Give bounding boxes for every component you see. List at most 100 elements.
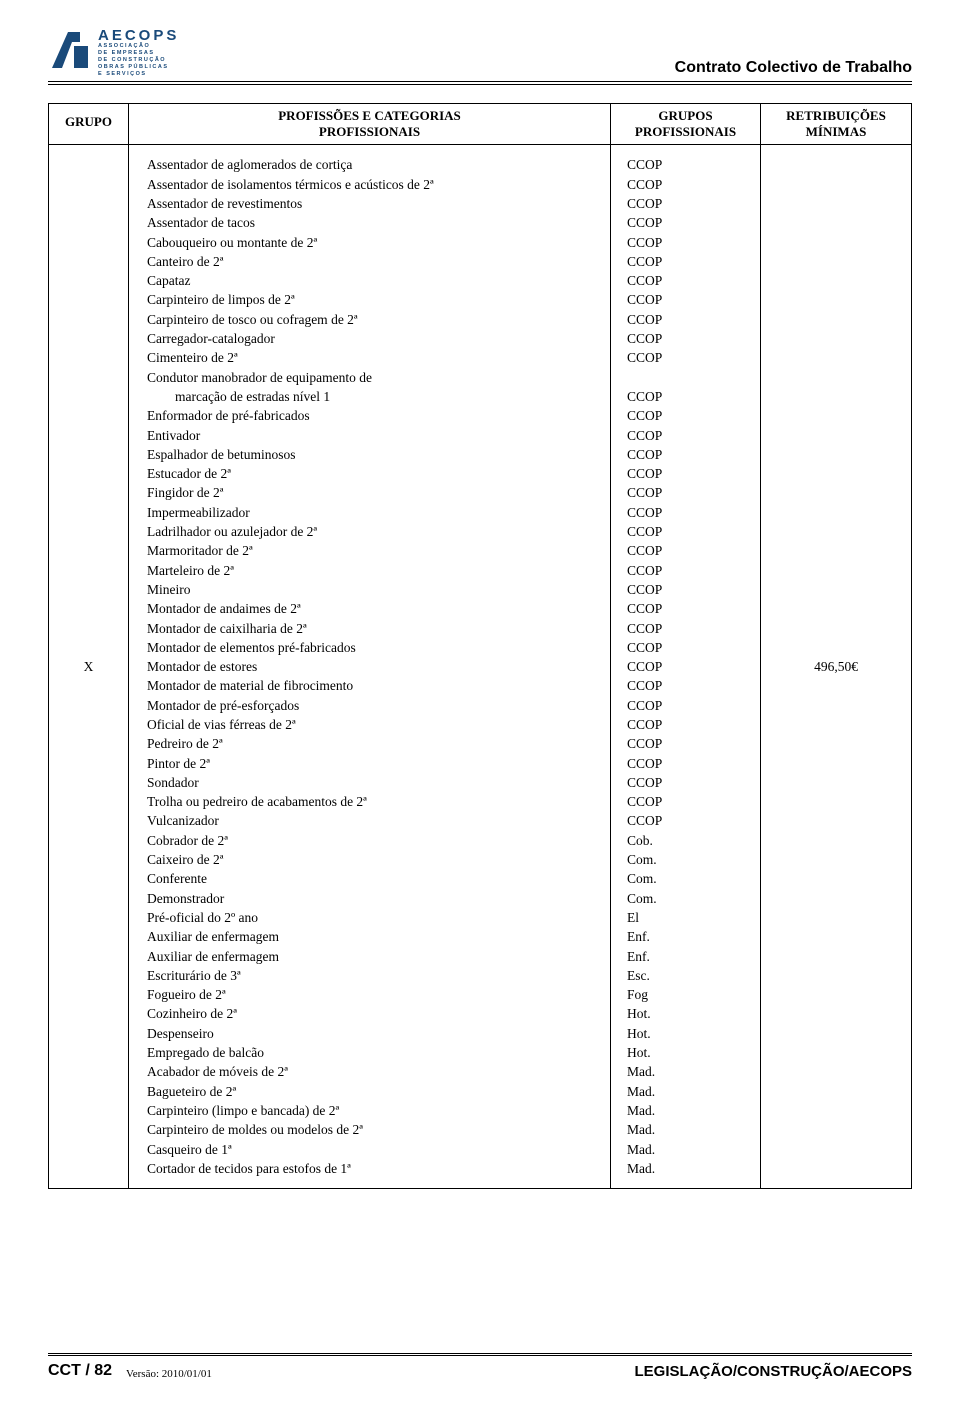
professional-group: Hot.	[627, 1004, 651, 1023]
professional-group: CCOP	[627, 329, 662, 348]
professional-group: CCOP	[627, 387, 662, 406]
table-row: CCOP	[627, 599, 754, 618]
table-row: CCOP	[627, 580, 754, 599]
table-row: Carpinteiro de tosco ou cofragem de 2ª	[147, 310, 604, 329]
professional-group: CCOP	[627, 715, 662, 734]
table-row: Mineiro	[147, 580, 604, 599]
table-row: CCOP	[627, 792, 754, 811]
table-row: Canteiro de 2ª	[147, 252, 604, 271]
professional-group: Hot.	[627, 1043, 651, 1062]
table-row: CCOP	[627, 715, 754, 734]
professional-group: CCOP	[627, 213, 662, 232]
professional-group: Hot.	[627, 1024, 651, 1043]
table-row: CCOP	[627, 483, 754, 502]
table-row: CCOP	[627, 406, 754, 425]
profession-name: Montador de pré-esforçados	[147, 696, 604, 715]
table-row: CCOP	[627, 773, 754, 792]
table-row: Mad.	[627, 1120, 754, 1139]
profession-name: Acabador de móveis de 2ª	[147, 1062, 604, 1081]
table-row: Mad.	[627, 1140, 754, 1159]
logo-sub-4: E SERVIÇOS	[98, 71, 179, 78]
profession-name: Escriturário de 3ª	[147, 966, 604, 985]
table-row: Hot.	[627, 1004, 754, 1023]
profession-name: Montador de elementos pré-fabricados	[147, 638, 604, 657]
professional-group: CCOP	[627, 638, 662, 657]
table-row: Carpinteiro de limpos de 2ª	[147, 290, 604, 309]
profession-name: Caixeiro de 2ª	[147, 850, 604, 869]
logo-sub-1: DE EMPRESAS	[98, 50, 179, 57]
table-row: CCOP	[627, 175, 754, 194]
grupos-prof-cell: CCOPCCOPCCOPCCOPCCOPCCOPCCOPCCOPCCOPCCOP…	[611, 145, 761, 1188]
table-row: CCOP	[627, 194, 754, 213]
professional-group: CCOP	[627, 464, 662, 483]
profession-name: Assentador de aglomerados de cortiça	[147, 155, 604, 174]
table-row: Montador de andaimes de 2ª	[147, 599, 604, 618]
retribuicao-cell: 496,50€	[761, 145, 911, 1188]
footer-right-text: LEGISLAÇÃO/CONSTRUÇÃO/AECOPS	[634, 1363, 912, 1380]
profession-name: Mineiro	[147, 580, 604, 599]
page-header: AECOPS ASSOCIAÇÃO DE EMPRESAS DE CONSTRU…	[48, 28, 912, 82]
professional-group: CCOP	[627, 619, 662, 638]
col-header-retr-l1: RETRIBUIÇÕES	[786, 108, 886, 123]
professional-group: Enf.	[627, 947, 650, 966]
professional-group: CCOP	[627, 541, 662, 560]
table-row: Cob.	[627, 831, 754, 850]
professional-group: Mad.	[627, 1101, 655, 1120]
footer-page-ref: CCT / 82	[48, 1362, 112, 1380]
table-row: CCOP	[627, 754, 754, 773]
table-row: Sondador	[147, 773, 604, 792]
col-header-prof-l2: PROFISSIONAIS	[319, 124, 420, 139]
table-row: CCOP	[627, 310, 754, 329]
professional-group: Enf.	[627, 927, 650, 946]
profession-name: Capataz	[147, 271, 604, 290]
profession-name: Carpinteiro (limpo e bancada) de 2ª	[147, 1101, 604, 1120]
profession-name: Marteleiro de 2ª	[147, 561, 604, 580]
professional-group: CCOP	[627, 773, 662, 792]
professional-group: CCOP	[627, 657, 662, 676]
profession-name: Auxiliar de enfermagem	[147, 927, 604, 946]
profession-name: Assentador de revestimentos	[147, 194, 604, 213]
footer-version: Versão: 2010/01/01	[126, 1368, 212, 1380]
table-row: Capataz	[147, 271, 604, 290]
table-row: CCOP	[627, 348, 754, 367]
table-row: Enf.	[627, 947, 754, 966]
header-rule	[48, 84, 912, 85]
profissoes-cell: Assentador de aglomerados de cortiçaAsse…	[129, 145, 611, 1188]
table-row: Esc.	[627, 966, 754, 985]
profession-name: Marmoritador de 2ª	[147, 541, 604, 560]
table-row: Bagueteiro de 2ª	[147, 1082, 604, 1101]
table-row: Fingidor de 2ª	[147, 483, 604, 502]
table-row: Assentador de isolamentos térmicos e acú…	[147, 175, 604, 194]
professional-group: El	[627, 908, 639, 927]
profession-name: Montador de caixilharia de 2ª	[147, 619, 604, 638]
profession-name: Empregado de balcão	[147, 1043, 604, 1062]
profession-name: Carpinteiro de tosco ou cofragem de 2ª	[147, 310, 604, 329]
footer-rule-2	[48, 1355, 912, 1356]
profession-name: Assentador de tacos	[147, 213, 604, 232]
professional-group: CCOP	[627, 754, 662, 773]
profession-name: Cimenteiro de 2ª	[147, 348, 604, 367]
col-header-grupos-prof: GRUPOS PROFISSIONAIS	[611, 104, 761, 145]
table-row: CCOP	[627, 811, 754, 830]
table-row: Empregado de balcão	[147, 1043, 604, 1062]
footer-rule-1	[48, 1353, 912, 1354]
table-row: CCOP	[627, 676, 754, 695]
professional-group: Esc.	[627, 966, 650, 985]
profession-name: Pintor de 2ª	[147, 754, 604, 773]
logo-sub-3: OBRAS PÚBLICAS	[98, 64, 179, 71]
profession-name: Cobrador de 2ª	[147, 831, 604, 850]
table-row: CCOP	[627, 619, 754, 638]
table-row: Cabouqueiro ou montante de 2ª	[147, 233, 604, 252]
table-row: CCOP	[627, 657, 754, 676]
table-row: Estucador de 2ª	[147, 464, 604, 483]
table-row: Pedreiro de 2ª	[147, 734, 604, 753]
profession-name: Pré-oficial do 2º ano	[147, 908, 604, 927]
table-row: CCOP	[627, 155, 754, 174]
document-title: Contrato Colectivo de Trabalho	[675, 59, 912, 77]
table-row: Cozinheiro de 2ª	[147, 1004, 604, 1023]
table-row: Impermeabilizador	[147, 503, 604, 522]
profession-name: Demonstrador	[147, 889, 604, 908]
table-row: Pintor de 2ª	[147, 754, 604, 773]
professional-group: CCOP	[627, 406, 662, 425]
logo-sub-0: ASSOCIAÇÃO	[98, 43, 179, 50]
